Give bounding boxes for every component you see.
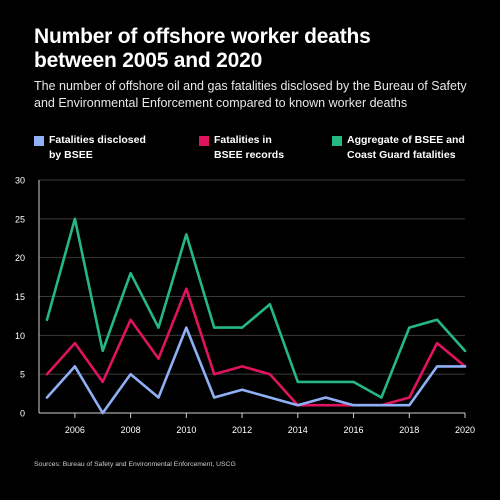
chart-title-line2: between 2005 and 2020 (34, 49, 263, 72)
chart-subtitle: The number of offshore oil and gas fatal… (34, 78, 484, 112)
legend-swatch-aggregate (332, 136, 342, 146)
legend-swatch-bsee-records (199, 136, 209, 146)
y-axis: 0 5 10 15 20 25 30 (15, 176, 40, 419)
legend-label-line: Fatalities disclosed (49, 134, 146, 146)
legend-label-bsee-disclosed: Fatalities disclosed by BSEE (49, 133, 179, 163)
x-tick-label: 2016 (344, 425, 364, 435)
source-note: Sources: Bureau of Safety and Environmen… (34, 461, 236, 468)
legend-label-line: Coast Guard fatalities (347, 149, 456, 161)
y-tick-label: 15 (15, 292, 25, 302)
chart-subtitle-line2: and Environmental Enforcement compared t… (34, 96, 408, 110)
y-tick-label: 5 (20, 370, 25, 380)
legend-label-aggregate: Aggregate of BSEE and Coast Guard fatali… (347, 133, 477, 163)
chart-subtitle-line1: The number of offshore oil and gas fatal… (34, 79, 467, 93)
series-line-1 (45, 287, 467, 407)
x-axis: 2006 2008 2010 2012 2014 2016 2018 2020 (65, 413, 475, 435)
x-tick-label: 2006 (65, 425, 85, 435)
x-tick-label: 2008 (121, 425, 141, 435)
y-tick-label: 30 (15, 176, 25, 186)
series-line-2 (45, 326, 467, 415)
x-tick-label: 2012 (232, 425, 252, 435)
x-tick-label: 2020 (455, 425, 475, 435)
legend-label-line: Aggregate of BSEE and (347, 134, 465, 146)
chart-gridlines (39, 179, 465, 414)
chart-series (45, 217, 467, 415)
legend-item-aggregate: Aggregate of BSEE and Coast Guard fatali… (332, 133, 477, 163)
legend-label-line: BSEE records (214, 149, 285, 161)
line-chart: 0 5 10 15 20 25 30 2006 2008 2010 2012 2014 2016 201… (15, 176, 475, 436)
y-tick-label: 0 (20, 409, 25, 419)
x-tick-label: 2018 (399, 425, 419, 435)
y-tick-label: 10 (15, 331, 25, 341)
chart-legend: Fatalities disclosed by BSEE Fatalities … (0, 133, 500, 173)
legend-label-line: by BSEE (49, 149, 93, 161)
chart-title-line1: Number of offshore worker deaths (34, 25, 371, 48)
legend-label-bsee-records: Fatalities in BSEE records (214, 133, 344, 163)
legend-swatch-bsee-disclosed (34, 136, 44, 146)
series-line-0 (45, 217, 467, 399)
x-tick-label: 2010 (176, 425, 196, 435)
legend-item-bsee-records: Fatalities in BSEE records (199, 133, 344, 163)
chart-title: Number of offshore worker deaths between… (34, 25, 474, 73)
x-tick-label: 2014 (288, 425, 308, 435)
y-tick-label: 25 (15, 214, 25, 224)
legend-item-bsee-disclosed: Fatalities disclosed by BSEE (34, 133, 179, 163)
y-tick-label: 20 (15, 253, 25, 263)
legend-label-line: Fatalities in (214, 134, 272, 146)
